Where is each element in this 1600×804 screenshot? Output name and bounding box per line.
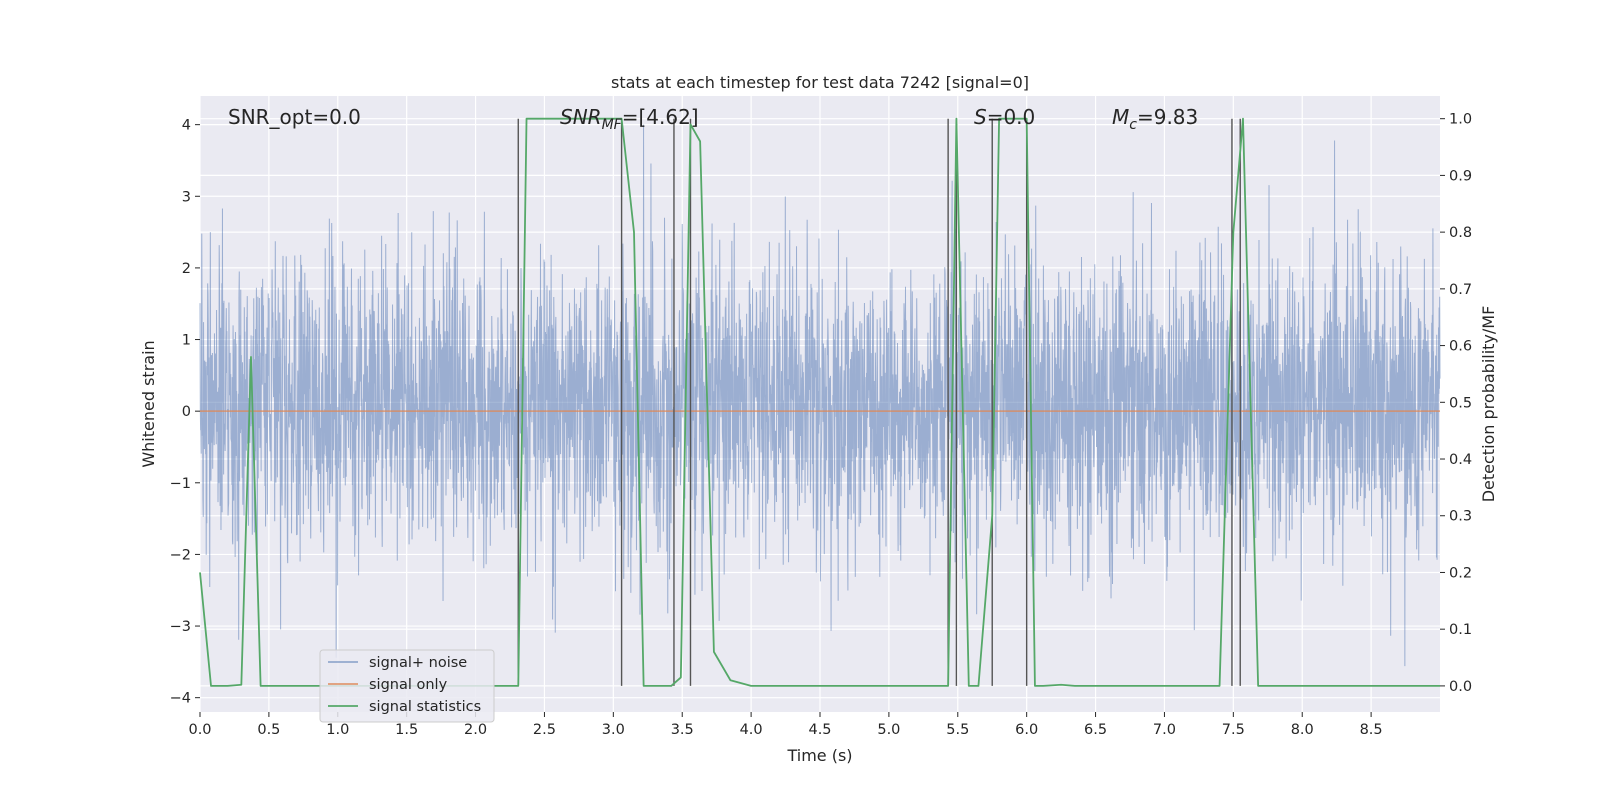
y2-tick-label: 0.4 <box>1449 452 1472 468</box>
y-tick-label: 3 <box>182 189 191 205</box>
y-tick-label: 2 <box>182 261 191 277</box>
legend-label-signal-statistics: signal statistics <box>369 699 481 715</box>
legend-label-signal-noise: signal+ noise <box>369 655 467 671</box>
annotation-mc-sub: c <box>1129 117 1137 133</box>
x-tick-label: 6.0 <box>1015 722 1038 738</box>
annotation-s-main: S <box>974 105 987 129</box>
y2-tick-label: 0.1 <box>1449 622 1472 638</box>
y-tick-label: 1 <box>182 333 191 349</box>
x-tick-label: 3.5 <box>671 722 694 738</box>
vertical-marker-layer <box>199 117 1440 687</box>
y2-tick-label: 0.8 <box>1449 225 1472 241</box>
x-tick-label: 2.5 <box>533 722 556 738</box>
x-tick-label: 1.5 <box>395 722 418 738</box>
series-signal-statistics <box>199 117 1440 687</box>
chart-title: stats at each timestep for test data 724… <box>611 73 1029 92</box>
annotation-snr-mf-main: SNR <box>560 105 602 129</box>
y2-tick-label: 0.3 <box>1449 509 1472 525</box>
legend-box <box>319 649 495 723</box>
x-tick-label: 4.0 <box>740 722 763 738</box>
x-tick-label: 7.0 <box>1153 722 1176 738</box>
x-tick-label: 2.0 <box>464 722 487 738</box>
x-tick-label: 0.5 <box>257 722 280 738</box>
axis-layer: 0.0 0.5 1.0 1.5 2.0 2.5 3.0 3.5 4.0 4.5 5.0 5.5 6.0 6… <box>170 112 1472 738</box>
y2-tick-label: 0.2 <box>1449 565 1472 581</box>
x-tick-label: 1.0 <box>326 722 349 738</box>
x-tick-label: 8.0 <box>1291 722 1314 738</box>
y2-axis-label: Detection probability/MF <box>1479 306 1498 503</box>
x-tick-label: 6.5 <box>1084 722 1107 738</box>
y-tick-label: −2 <box>170 547 191 563</box>
annotation-snr-mf-value: =[4.62] <box>622 105 699 129</box>
y-axis-label: Whitened strain <box>139 340 158 467</box>
annotation-snr-opt: SNR_opt=0.0 <box>228 105 361 129</box>
y2-tick-label: 0.9 <box>1449 168 1472 184</box>
annotation-s-value: =0.0 <box>987 105 1036 129</box>
y-tick-label: −3 <box>170 619 191 635</box>
legend: signal+ noise signal only signal statist… <box>319 649 495 723</box>
x-tick-label: 8.5 <box>1360 722 1383 738</box>
y2-tick-label: 0.0 <box>1449 679 1472 695</box>
y-tick-label: −1 <box>170 476 191 492</box>
annotation-mc-value: =9.83 <box>1137 105 1198 129</box>
y2-tick-label: 1.0 <box>1449 112 1472 128</box>
x-tick-label: 4.5 <box>808 722 831 738</box>
x-axis-label: Time (s) <box>786 746 852 765</box>
annotation-s: S=0.0 <box>974 105 1035 129</box>
y-tick-label: 0 <box>182 404 191 420</box>
x-tick-label: 5.5 <box>946 722 969 738</box>
y-tick-label: −4 <box>170 691 191 707</box>
y2-tick-label: 0.5 <box>1449 395 1472 411</box>
x-tick-label: 3.0 <box>602 722 625 738</box>
annotation-mc-main: M <box>1112 105 1129 129</box>
annotation-snr-mf: SNRMF=[4.62] <box>560 105 699 133</box>
series-signal-noise <box>199 124 1441 667</box>
y2-tick-label: 0.7 <box>1449 282 1472 298</box>
noise-series-layer <box>199 124 1441 667</box>
x-tick-label: 7.5 <box>1222 722 1245 738</box>
legend-label-signal-only: signal only <box>369 677 448 693</box>
annotation-mc: Mc=9.83 <box>1112 105 1198 133</box>
x-tick-label: 0.0 <box>188 722 211 738</box>
y2-tick-label: 0.6 <box>1449 339 1472 355</box>
x-tick-label: 5.0 <box>877 722 900 738</box>
y-tick-label: 4 <box>182 118 191 134</box>
annotation-snr-mf-sub: MF <box>602 117 623 133</box>
